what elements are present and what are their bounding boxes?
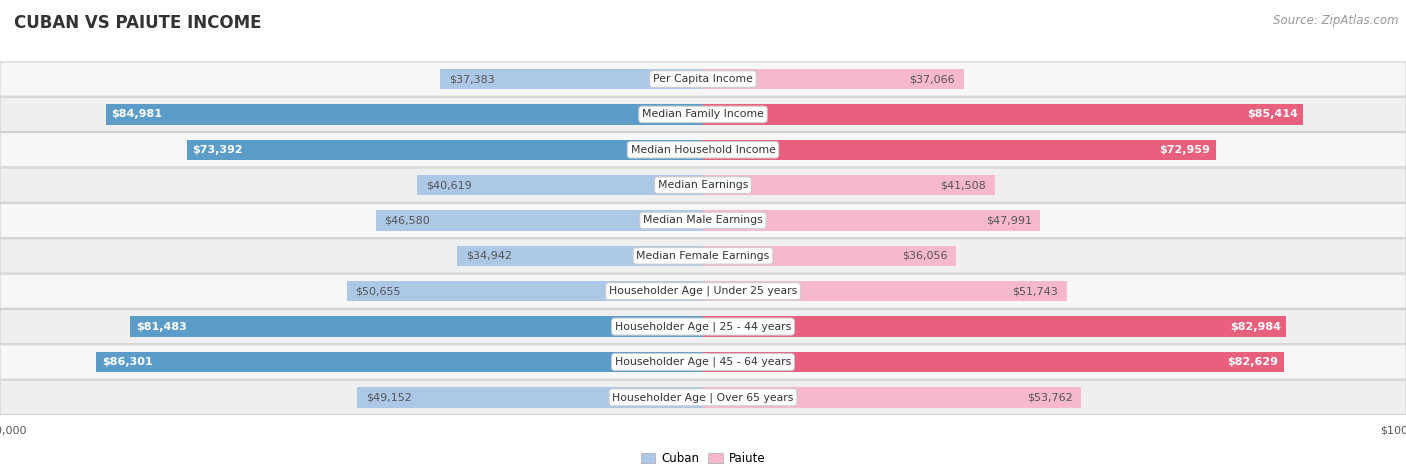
Bar [703,352,1284,372]
Text: $85,414: $85,414 [1247,109,1298,120]
Text: Per Capita Income: Per Capita Income [652,74,754,84]
Bar [703,281,1067,302]
Legend: Cuban, Paiute: Cuban, Paiute [641,453,765,466]
Bar [105,104,703,125]
Text: Median Female Earnings: Median Female Earnings [637,251,769,261]
Bar [457,246,703,266]
Text: CUBAN VS PAIUTE INCOME: CUBAN VS PAIUTE INCOME [14,14,262,32]
FancyBboxPatch shape [0,239,1406,273]
Text: Median Household Income: Median Household Income [630,145,776,155]
Text: $81,483: $81,483 [136,322,187,332]
Text: $51,743: $51,743 [1012,286,1059,296]
FancyBboxPatch shape [0,274,1406,308]
Text: $46,580: $46,580 [384,215,430,226]
Text: Householder Age | Under 25 years: Householder Age | Under 25 years [609,286,797,297]
Text: $82,984: $82,984 [1230,322,1281,332]
Text: $86,301: $86,301 [101,357,153,367]
Text: $41,508: $41,508 [941,180,987,190]
FancyBboxPatch shape [0,203,1406,238]
Text: Source: ZipAtlas.com: Source: ZipAtlas.com [1274,14,1399,27]
FancyBboxPatch shape [0,345,1406,379]
Text: $84,981: $84,981 [111,109,162,120]
Bar [703,210,1040,231]
Text: $72,959: $72,959 [1160,145,1211,155]
FancyBboxPatch shape [0,97,1406,132]
Bar [131,316,703,337]
Text: $82,629: $82,629 [1227,357,1278,367]
Text: Median Family Income: Median Family Income [643,109,763,120]
Text: Householder Age | Over 65 years: Householder Age | Over 65 years [612,392,794,403]
Text: $34,942: $34,942 [465,251,512,261]
FancyBboxPatch shape [0,168,1406,202]
Text: Householder Age | 45 - 64 years: Householder Age | 45 - 64 years [614,357,792,367]
Bar [418,175,703,195]
Bar [187,140,703,160]
FancyBboxPatch shape [0,380,1406,415]
Text: Median Male Earnings: Median Male Earnings [643,215,763,226]
Text: $49,152: $49,152 [366,392,412,402]
Text: $37,383: $37,383 [449,74,495,84]
Bar [703,104,1303,125]
Bar [440,69,703,89]
Bar [357,387,703,408]
Bar [703,69,963,89]
Text: $36,056: $36,056 [903,251,948,261]
Bar [347,281,703,302]
Bar [703,316,1286,337]
Bar [96,352,703,372]
FancyBboxPatch shape [0,310,1406,344]
FancyBboxPatch shape [0,62,1406,96]
Text: $47,991: $47,991 [986,215,1032,226]
Bar [703,246,956,266]
Bar [703,140,1216,160]
Text: Householder Age | 25 - 44 years: Householder Age | 25 - 44 years [614,321,792,332]
Bar [703,387,1081,408]
Text: $40,619: $40,619 [426,180,471,190]
Bar [703,175,995,195]
Text: $37,066: $37,066 [910,74,955,84]
Text: $53,762: $53,762 [1026,392,1073,402]
Bar [375,210,703,231]
FancyBboxPatch shape [0,133,1406,167]
Text: $50,655: $50,655 [356,286,401,296]
Text: Median Earnings: Median Earnings [658,180,748,190]
Text: $73,392: $73,392 [193,145,243,155]
